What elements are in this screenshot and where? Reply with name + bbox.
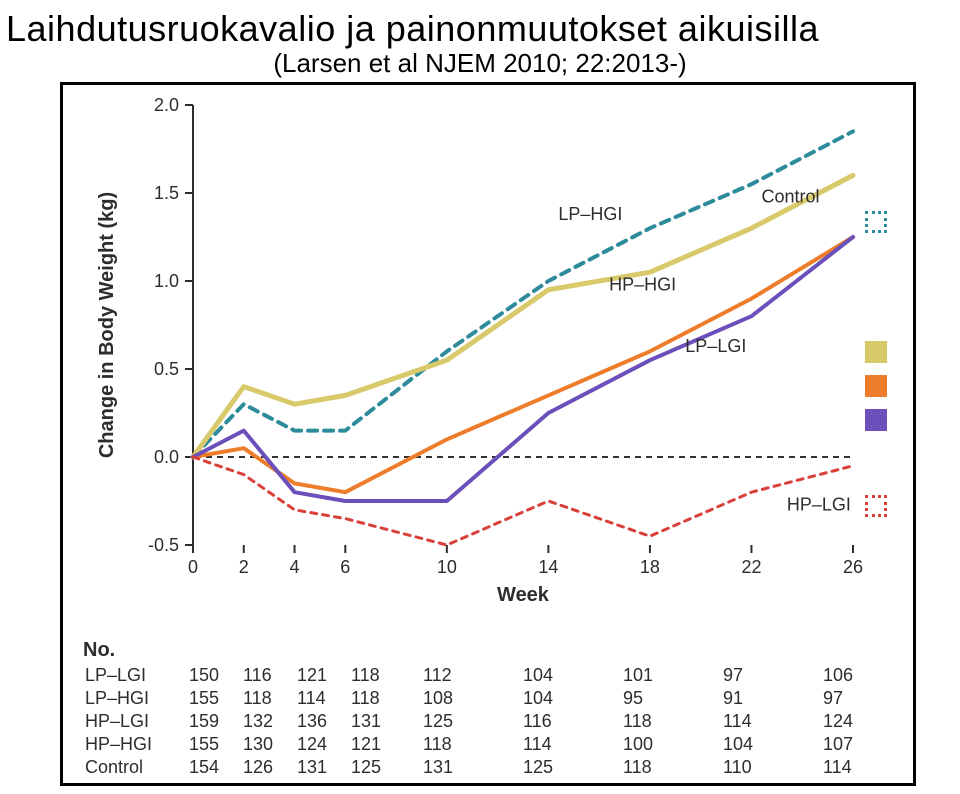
svg-text:18: 18: [640, 557, 660, 577]
row-name: Control: [83, 756, 187, 779]
cell: 131: [349, 710, 421, 733]
counts-table: LP–LGI15011612111811210410197106LP–HGI15…: [83, 664, 901, 779]
cell: 159: [187, 710, 241, 733]
cell: 150: [187, 664, 241, 687]
row-name: LP–HGI: [83, 687, 187, 710]
svg-text:LP–HGI: LP–HGI: [558, 204, 622, 224]
svg-text:14: 14: [538, 557, 558, 577]
cell: 101: [621, 664, 721, 687]
cell: 114: [295, 687, 349, 710]
svg-text:0.5: 0.5: [154, 359, 179, 379]
cell: 118: [349, 664, 421, 687]
cell: 131: [295, 756, 349, 779]
svg-text:6: 6: [340, 557, 350, 577]
table-row: HP–HGI155130124121118114100104107: [83, 733, 901, 756]
svg-text:22: 22: [741, 557, 761, 577]
cell: 106: [821, 664, 901, 687]
cell: 118: [241, 687, 295, 710]
cell: 116: [521, 710, 621, 733]
svg-text:2: 2: [239, 557, 249, 577]
svg-text:4: 4: [290, 557, 300, 577]
svg-text:10: 10: [437, 557, 457, 577]
cell: 132: [241, 710, 295, 733]
cell: 108: [421, 687, 521, 710]
legend-swatch: [865, 409, 887, 431]
cell: 114: [721, 710, 821, 733]
svg-text:0.0: 0.0: [154, 447, 179, 467]
cell: 118: [621, 756, 721, 779]
cell: 104: [521, 687, 621, 710]
svg-text:26: 26: [843, 557, 863, 577]
cell: 118: [621, 710, 721, 733]
row-name: HP–HGI: [83, 733, 187, 756]
table-row: HP–LGI159132136131125116118114124: [83, 710, 901, 733]
slide-subtitle: (Larsen et al NJEM 2010; 22:2013-): [0, 48, 960, 79]
svg-text:HP–LGI: HP–LGI: [787, 495, 851, 515]
cell: 131: [421, 756, 521, 779]
svg-text:Change in Body Weight (kg): Change in Body Weight (kg): [96, 192, 118, 458]
cell: 130: [241, 733, 295, 756]
slide: Laihdutusruokavalio ja painonmuutokset a…: [0, 0, 960, 794]
svg-text:1.0: 1.0: [154, 271, 179, 291]
figure-frame: -0.5 0.0 0.5 1.0 1.5 2.0 0 2 4 6 10 14 18 22 26 Change …: [60, 82, 916, 786]
cell: 114: [521, 733, 621, 756]
cell: 116: [241, 664, 295, 687]
line-chart: -0.5 0.0 0.5 1.0 1.5 2.0 0 2 4 6 10 14 18 22 26 Change …: [63, 85, 913, 625]
svg-text:HP–HGI: HP–HGI: [609, 275, 676, 295]
cell: 91: [721, 687, 821, 710]
cell: 118: [421, 733, 521, 756]
cell: 121: [349, 733, 421, 756]
chart-area: -0.5 0.0 0.5 1.0 1.5 2.0 0 2 4 6 10 14 18 22 26 Change …: [63, 85, 913, 605]
cell: 124: [295, 733, 349, 756]
cell: 110: [721, 756, 821, 779]
cell: 114: [821, 756, 901, 779]
table-row: LP–LGI15011612111811210410197106: [83, 664, 901, 687]
row-name: LP–LGI: [83, 664, 187, 687]
cell: 136: [295, 710, 349, 733]
cell: 97: [821, 687, 901, 710]
cell: 154: [187, 756, 241, 779]
cell: 104: [721, 733, 821, 756]
cell: 125: [521, 756, 621, 779]
counts-title: No.: [83, 639, 893, 662]
cell: 118: [349, 687, 421, 710]
row-name: HP–LGI: [83, 710, 187, 733]
svg-text:Control: Control: [761, 187, 819, 207]
legend-swatch: [865, 375, 887, 397]
cell: 97: [721, 664, 821, 687]
legend-swatch: [865, 211, 887, 233]
cell: 121: [295, 664, 349, 687]
cell: 100: [621, 733, 721, 756]
svg-text:0: 0: [188, 557, 198, 577]
table-row: Control154126131125131125118110114: [83, 756, 901, 779]
svg-text:-0.5: -0.5: [148, 535, 179, 555]
cell: 126: [241, 756, 295, 779]
legend-swatch: [865, 495, 887, 517]
svg-text:Week: Week: [497, 584, 550, 606]
cell: 125: [349, 756, 421, 779]
cell: 112: [421, 664, 521, 687]
cell: 104: [521, 664, 621, 687]
table-row: LP–HGI155118114118108104959197: [83, 687, 901, 710]
cell: 155: [187, 687, 241, 710]
counts-table-block: No. LP–LGI15011612111811210410197106LP–H…: [83, 639, 893, 779]
svg-text:2.0: 2.0: [154, 95, 179, 115]
cell: 125: [421, 710, 521, 733]
cell: 107: [821, 733, 901, 756]
slide-title: Laihdutusruokavalio ja painonmuutokset a…: [0, 0, 960, 50]
legend-swatch: [865, 341, 887, 363]
svg-text:LP–LGI: LP–LGI: [685, 336, 746, 356]
cell: 155: [187, 733, 241, 756]
cell: 124: [821, 710, 901, 733]
svg-text:1.5: 1.5: [154, 183, 179, 203]
cell: 95: [621, 687, 721, 710]
